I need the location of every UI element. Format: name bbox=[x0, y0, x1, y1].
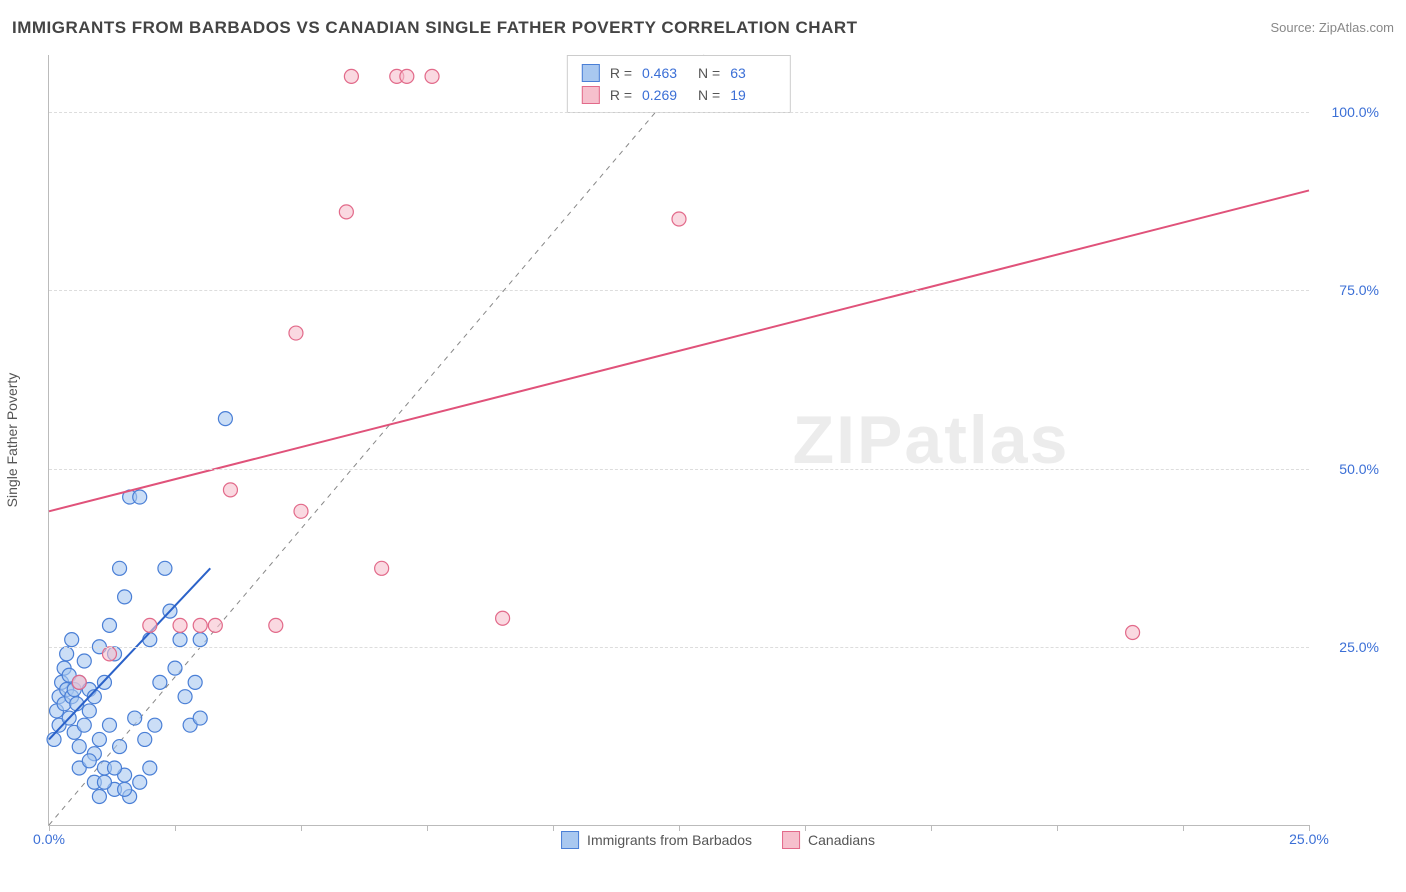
scatter-point-canadians bbox=[289, 326, 303, 340]
scatter-point-barbados bbox=[102, 618, 116, 632]
scatter-point-barbados bbox=[133, 775, 147, 789]
n-prefix: N = bbox=[698, 62, 720, 84]
scatter-point-barbados bbox=[60, 647, 74, 661]
scatter-point-canadians bbox=[193, 618, 207, 632]
scatter-point-barbados bbox=[143, 761, 157, 775]
scatter-point-barbados bbox=[77, 654, 91, 668]
r-value-0: 0.463 bbox=[642, 62, 688, 84]
n-prefix: N = bbox=[698, 84, 720, 106]
scatter-point-barbados bbox=[77, 718, 91, 732]
scatter-point-canadians bbox=[223, 483, 237, 497]
xtick bbox=[931, 825, 932, 831]
legend-swatch-canadians bbox=[582, 86, 600, 104]
xtick bbox=[553, 825, 554, 831]
trendline-canadians bbox=[49, 190, 1309, 511]
scatter-point-barbados bbox=[158, 561, 172, 575]
scatter-point-barbados bbox=[128, 711, 142, 725]
scatter-point-barbados bbox=[148, 718, 162, 732]
scatter-point-canadians bbox=[375, 561, 389, 575]
scatter-point-barbados bbox=[92, 732, 106, 746]
scatter-point-canadians bbox=[72, 675, 86, 689]
scatter-point-canadians bbox=[208, 618, 222, 632]
scatter-point-canadians bbox=[400, 69, 414, 83]
scatter-point-barbados bbox=[82, 754, 96, 768]
scatter-point-barbados bbox=[118, 782, 132, 796]
gridline-h bbox=[49, 469, 1309, 470]
scatter-point-barbados bbox=[97, 675, 111, 689]
scatter-point-barbados bbox=[168, 661, 182, 675]
legend-stats-box: R = 0.463 N = 63 R = 0.269 N = 19 bbox=[567, 55, 791, 113]
scatter-point-barbados bbox=[173, 633, 187, 647]
scatter-point-barbados bbox=[193, 711, 207, 725]
scatter-point-barbados bbox=[218, 412, 232, 426]
scatter-point-barbados bbox=[113, 561, 127, 575]
legend-stats-row-0: R = 0.463 N = 63 bbox=[582, 62, 776, 84]
ytick-label: 25.0% bbox=[1319, 639, 1379, 655]
ytick-label: 75.0% bbox=[1319, 282, 1379, 298]
plot-container: Single Father Poverty ZIPatlas R = 0.463… bbox=[48, 55, 1388, 825]
scatter-point-canadians bbox=[294, 504, 308, 518]
xtick bbox=[301, 825, 302, 831]
scatter-point-barbados bbox=[72, 740, 86, 754]
n-value-1: 19 bbox=[730, 84, 776, 106]
xtick bbox=[175, 825, 176, 831]
bottom-legend-item-0: Immigrants from Barbados bbox=[561, 831, 752, 849]
bottom-legend-label-0: Immigrants from Barbados bbox=[587, 832, 752, 848]
scatter-point-barbados bbox=[108, 761, 122, 775]
scatter-point-canadians bbox=[173, 618, 187, 632]
scatter-point-barbados bbox=[113, 740, 127, 754]
scatter-point-canadians bbox=[672, 212, 686, 226]
legend-stats-row-1: R = 0.269 N = 19 bbox=[582, 84, 776, 106]
scatter-point-barbados bbox=[92, 789, 106, 803]
scatter-point-canadians bbox=[339, 205, 353, 219]
scatter-point-barbados bbox=[138, 732, 152, 746]
scatter-point-barbados bbox=[102, 718, 116, 732]
scatter-point-barbados bbox=[153, 675, 167, 689]
plot-area: ZIPatlas R = 0.463 N = 63 R = 0.269 N = … bbox=[48, 55, 1309, 826]
xtick bbox=[1057, 825, 1058, 831]
scatter-point-barbados bbox=[178, 690, 192, 704]
chart-svg bbox=[49, 55, 1309, 825]
gridline-h bbox=[49, 647, 1309, 648]
bottom-legend-item-1: Canadians bbox=[782, 831, 875, 849]
ytick-label: 100.0% bbox=[1319, 104, 1379, 120]
scatter-point-canadians bbox=[344, 69, 358, 83]
y-axis-label: Single Father Poverty bbox=[4, 373, 20, 508]
ytick-label: 50.0% bbox=[1319, 461, 1379, 477]
bottom-legend: Immigrants from Barbados Canadians bbox=[561, 831, 875, 849]
scatter-point-canadians bbox=[1126, 626, 1140, 640]
gridline-h bbox=[49, 112, 1309, 113]
scatter-point-canadians bbox=[102, 647, 116, 661]
scatter-point-canadians bbox=[143, 618, 157, 632]
r-prefix: R = bbox=[610, 62, 632, 84]
reference-dashline bbox=[49, 55, 704, 825]
scatter-point-barbados bbox=[65, 633, 79, 647]
chart-title: IMMIGRANTS FROM BARBADOS VS CANADIAN SIN… bbox=[12, 18, 858, 37]
scatter-point-canadians bbox=[269, 618, 283, 632]
xtick-label: 25.0% bbox=[1289, 831, 1329, 847]
scatter-point-barbados bbox=[82, 704, 96, 718]
xtick-label: 0.0% bbox=[33, 831, 65, 847]
r-value-1: 0.269 bbox=[642, 84, 688, 106]
scatter-point-barbados bbox=[118, 590, 132, 604]
scatter-point-barbados bbox=[97, 775, 111, 789]
scatter-point-barbados bbox=[188, 675, 202, 689]
gridline-h bbox=[49, 290, 1309, 291]
legend-swatch-barbados bbox=[582, 64, 600, 82]
xtick bbox=[427, 825, 428, 831]
bottom-swatch-1 bbox=[782, 831, 800, 849]
xtick bbox=[1183, 825, 1184, 831]
n-value-0: 63 bbox=[730, 62, 776, 84]
r-prefix: R = bbox=[610, 84, 632, 106]
source-label: Source: ZipAtlas.com bbox=[1270, 20, 1394, 35]
scatter-point-barbados bbox=[133, 490, 147, 504]
scatter-point-barbados bbox=[193, 633, 207, 647]
scatter-point-canadians bbox=[496, 611, 510, 625]
bottom-legend-label-1: Canadians bbox=[808, 832, 875, 848]
scatter-point-barbados bbox=[143, 633, 157, 647]
bottom-swatch-0 bbox=[561, 831, 579, 849]
scatter-point-canadians bbox=[425, 69, 439, 83]
